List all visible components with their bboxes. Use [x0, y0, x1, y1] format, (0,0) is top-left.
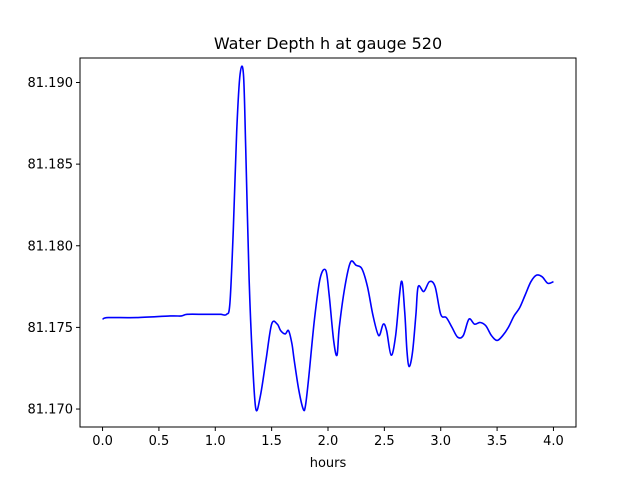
series-line	[102, 65, 554, 412]
x-axis: 0.0 0.5 1.0 1.5 2.0 2.5 3.0 3.5 4.0	[92, 427, 564, 449]
plot-area	[102, 65, 554, 412]
x-tick-label: 1.5	[261, 434, 282, 449]
plot-frame	[79, 57, 577, 428]
x-tick-label: 0.0	[92, 434, 113, 449]
x-axis-label: hours	[310, 456, 347, 471]
x-tick-label: 3.5	[487, 434, 508, 449]
x-tick-label: 0.5	[149, 434, 170, 449]
chart-title: Water Depth h at gauge 520	[214, 34, 442, 53]
y-tick-label: 81.180	[28, 239, 74, 254]
x-tick-label: 3.0	[430, 434, 451, 449]
x-tick-label: 2.0	[318, 434, 339, 449]
x-tick-label: 4.0	[543, 434, 564, 449]
y-tick-label: 81.170	[28, 403, 74, 418]
y-tick-label: 81.175	[28, 321, 74, 336]
y-tick-label: 81.190	[28, 76, 74, 91]
y-axis: 81.170 81.175 81.180 81.185 81.190	[28, 76, 80, 418]
x-tick-label: 2.5	[374, 434, 395, 449]
y-tick-label: 81.185	[28, 158, 74, 173]
x-tick-label: 1.0	[205, 434, 226, 449]
